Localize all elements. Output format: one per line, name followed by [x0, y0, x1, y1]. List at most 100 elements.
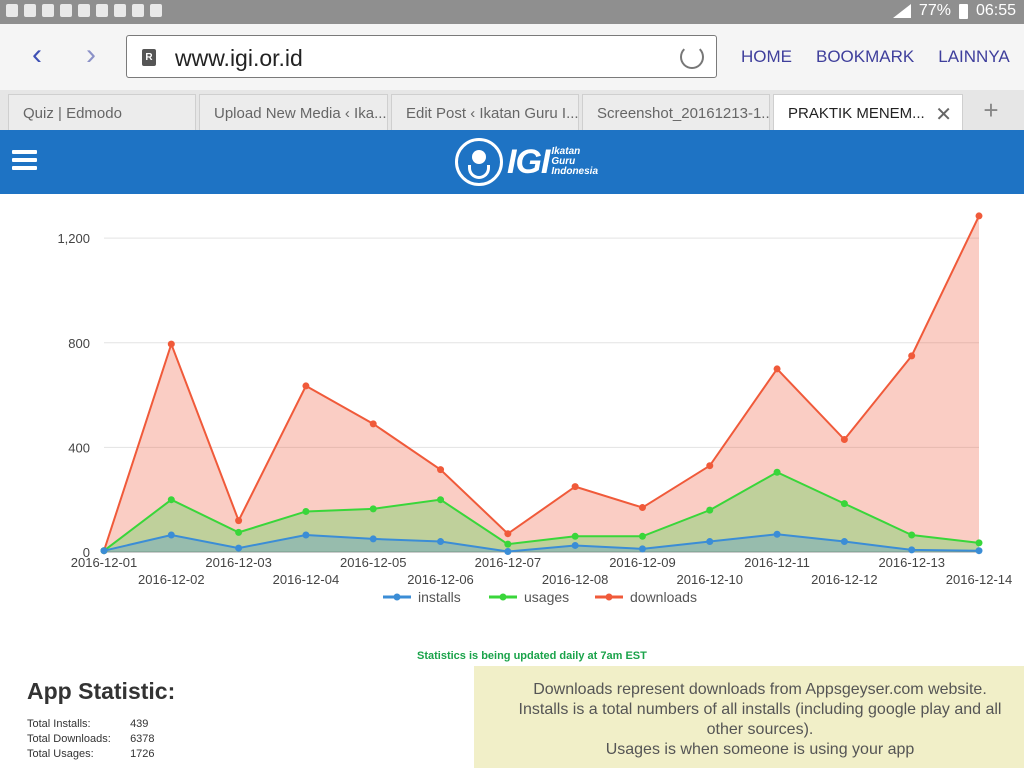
tab-upload-new-media[interactable]: Upload New Media ‹ Ika...	[199, 94, 388, 130]
forward-button[interactable]: ›	[86, 38, 96, 71]
point-installs	[369, 535, 377, 543]
point-usages	[840, 500, 848, 508]
info-box: Downloads represent downloads from Appsg…	[474, 666, 1024, 768]
point-installs	[167, 531, 175, 539]
tab-label: PRAKTIK MENEM...	[788, 105, 925, 122]
x-tick-label: 2016-12-10	[677, 572, 744, 587]
stat-row-usages: Total Usages: 1726	[27, 748, 155, 760]
point-usages	[302, 507, 310, 515]
app-statistic-title: App Statistic:	[27, 678, 176, 704]
area-installs	[104, 534, 979, 552]
battery-percent: 77%	[918, 2, 951, 19]
bookmark-button[interactable]: BOOKMARK	[816, 47, 915, 66]
stat-row-installs: Total Installs: 439	[27, 718, 148, 730]
point-installs	[235, 544, 243, 552]
point-downloads	[369, 420, 377, 428]
notification-icon	[132, 4, 144, 17]
signal-icon	[892, 4, 911, 18]
x-tick-label: 2016-12-09	[609, 555, 676, 570]
home-button[interactable]: HOME	[741, 47, 792, 66]
legend-marker-usages	[499, 593, 507, 601]
tab-label: Upload New Media ‹ Ika...	[214, 105, 387, 122]
point-downloads	[773, 365, 781, 373]
y-tick-label: 1,200	[57, 231, 90, 246]
url-text: www.igi.or.id	[175, 45, 303, 71]
close-tab-icon[interactable]: ✕	[935, 104, 952, 126]
legend-label-usages: usages	[524, 589, 569, 605]
line-downloads	[103, 215, 980, 552]
x-tick-label: 2016-12-02	[138, 572, 205, 587]
line-installs	[103, 533, 980, 553]
tab-strip: Quiz | Edmodo Upload New Media ‹ Ika... …	[0, 90, 1024, 130]
y-tick-label: 0	[83, 545, 90, 560]
point-downloads	[235, 517, 243, 525]
legend-label-installs: installs	[418, 589, 461, 605]
browser-toolbar: ‹ › R www.igi.or.id HOME BOOKMARK LAINNY…	[0, 24, 1024, 90]
point-downloads	[638, 504, 646, 512]
stat-label: Total Usages:	[27, 748, 94, 760]
point-usages	[773, 468, 781, 476]
stat-label: Total Installs:	[27, 718, 91, 730]
point-usages	[908, 531, 916, 539]
point-downloads	[975, 212, 983, 220]
point-installs	[437, 538, 445, 546]
point-downloads	[437, 466, 445, 474]
notification-icons	[6, 4, 162, 17]
update-note: Statistics is being updated daily at 7am…	[417, 650, 647, 662]
site-info-icon[interactable]: R	[142, 49, 156, 66]
logo-subtext: Indonesia	[551, 166, 599, 177]
point-downloads	[706, 462, 714, 470]
notification-icon	[96, 4, 108, 17]
x-tick-label: 2016-12-01	[71, 555, 138, 570]
igi-logo[interactable]: IGI Ikatan Guru Indonesia	[455, 136, 598, 188]
y-tick-label: 400	[68, 440, 90, 455]
info-line: Usages is when someone is using your app	[605, 741, 915, 758]
tab-praktik-active[interactable]: PRAKTIK MENEM... ✕	[773, 94, 963, 130]
notification-icon	[60, 4, 72, 17]
reload-icon[interactable]	[680, 45, 704, 69]
legend-marker-downloads	[605, 593, 613, 601]
status-bar: 77% 06:55	[0, 0, 1024, 24]
point-usages	[235, 528, 243, 536]
y-tick-label: 800	[68, 336, 90, 351]
info-line: Downloads represent downloads from Appsg…	[533, 681, 987, 698]
tab-edit-post[interactable]: Edit Post ‹ Ikatan Guru I...	[391, 94, 579, 130]
logo-text: IGI	[507, 142, 550, 181]
logo-subtext: Ikatan	[551, 146, 581, 157]
point-usages	[638, 532, 646, 540]
point-installs	[571, 541, 579, 549]
point-downloads	[571, 483, 579, 491]
more-button[interactable]: LAINNYA	[938, 47, 1010, 66]
point-downloads	[167, 340, 175, 348]
point-usages	[975, 539, 983, 547]
x-tick-label: 2016-12-04	[273, 572, 340, 587]
stat-row-downloads: Total Downloads: 6378	[27, 733, 155, 745]
clock: 06:55	[975, 2, 1016, 19]
back-button[interactable]: ‹	[32, 38, 42, 71]
point-usages	[706, 506, 714, 514]
legend-label-downloads: downloads	[630, 589, 697, 605]
notification-icon	[24, 4, 36, 17]
notification-icon	[150, 4, 162, 17]
tab-screenshot[interactable]: Screenshot_20161213-1...	[582, 94, 770, 130]
area-downloads	[104, 215, 979, 552]
x-tick-label: 2016-12-13	[878, 555, 945, 570]
notification-icon	[78, 4, 90, 17]
stat-value: 439	[130, 718, 149, 730]
point-downloads	[504, 530, 512, 538]
x-tick-label: 2016-12-11	[744, 555, 810, 570]
point-downloads	[840, 436, 848, 444]
hamburger-menu-icon[interactable]	[12, 150, 37, 170]
notification-icon	[114, 4, 126, 17]
point-installs	[638, 545, 646, 553]
point-usages	[571, 532, 579, 540]
legend-marker-installs	[393, 593, 401, 601]
point-usages	[369, 505, 377, 513]
address-bar[interactable]: R www.igi.or.id	[126, 35, 717, 78]
logo-emblem-icon	[455, 138, 503, 186]
new-tab-button[interactable]: +	[983, 95, 999, 125]
point-installs	[302, 531, 310, 539]
x-tick-label: 2016-12-14	[946, 572, 1013, 587]
tab-quiz-edmodo[interactable]: Quiz | Edmodo	[8, 94, 196, 130]
